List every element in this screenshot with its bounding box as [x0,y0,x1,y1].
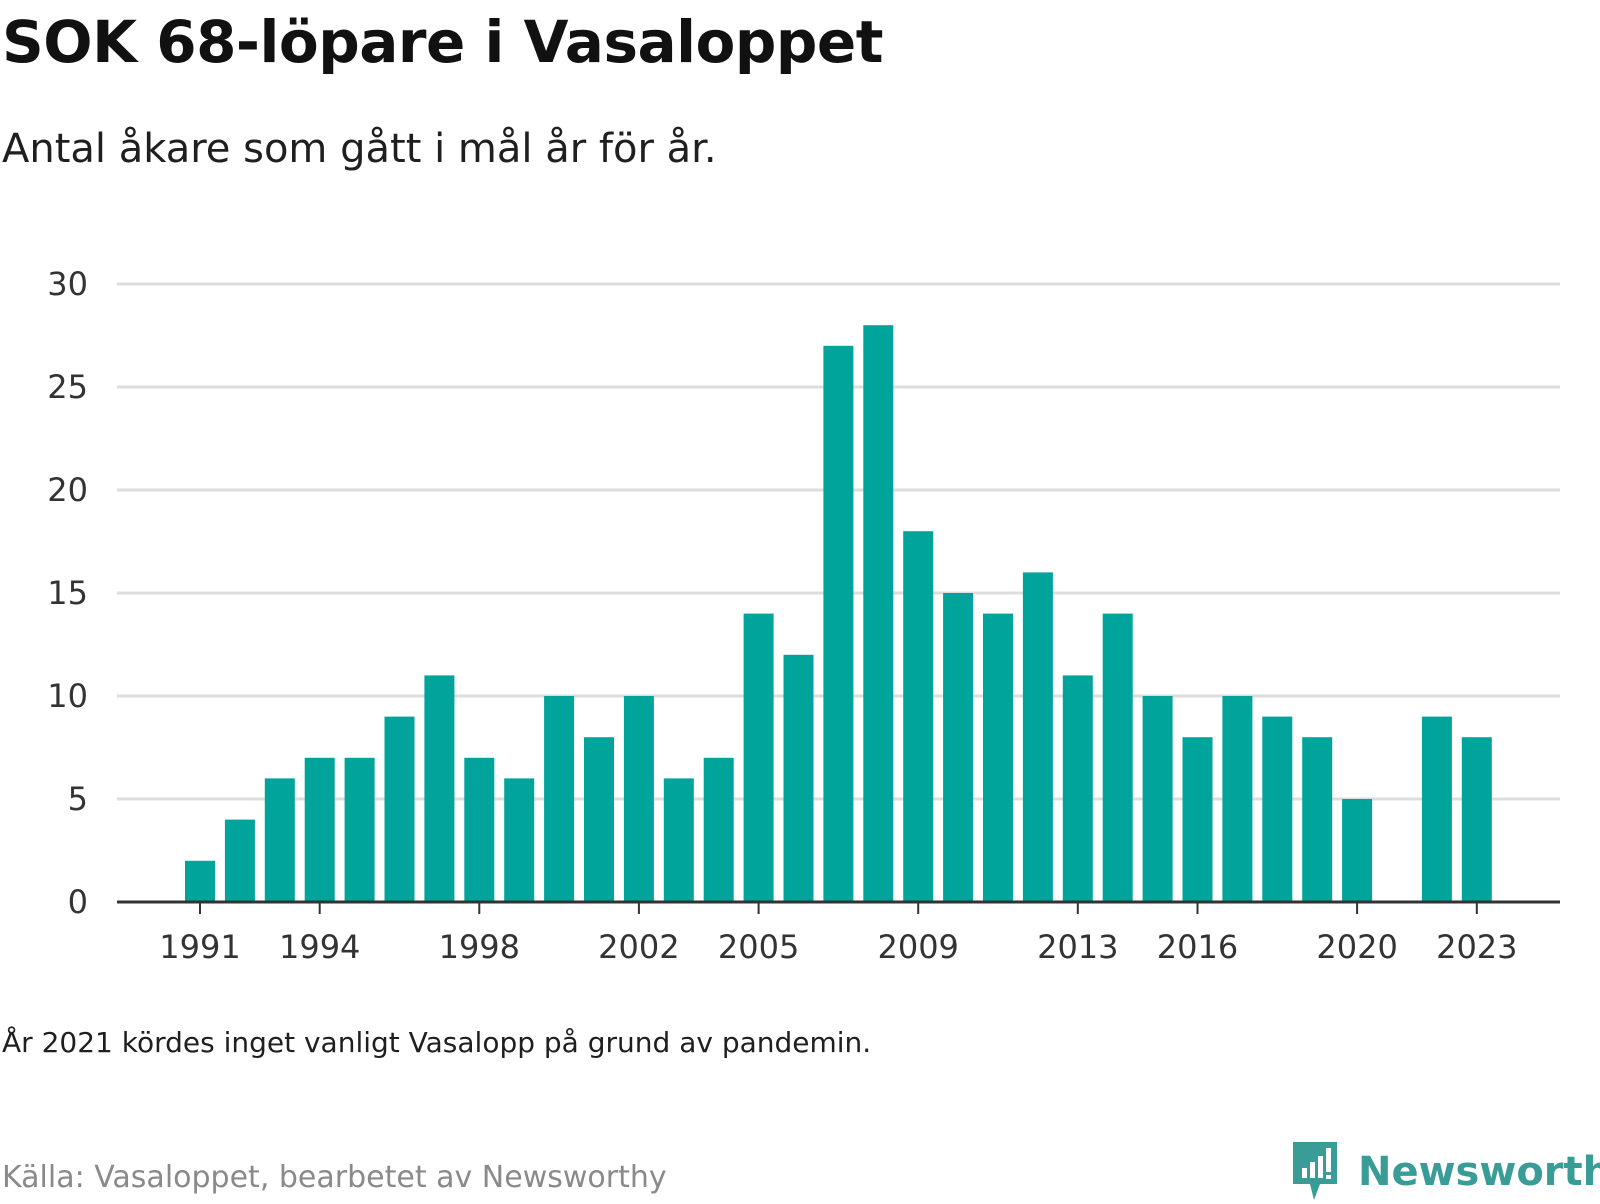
y-tick-label: 5 [68,780,88,818]
x-tick-label: 1994 [279,928,360,966]
x-tick-label: 1991 [159,928,240,966]
bar-1994 [304,757,335,902]
x-tick-label: 2005 [718,928,799,966]
chart-note: År 2021 kördes inget vanligt Vasalopp på… [2,1026,872,1059]
y-tick-label: 25 [47,368,88,406]
y-tick-label: 10 [47,677,88,715]
bar-1999 [504,778,535,902]
x-tick-label: 2020 [1316,928,1397,966]
bar-2014 [1102,613,1133,902]
bar-2001 [584,737,614,902]
bar-2020 [1342,799,1373,902]
bar-2005 [743,613,774,902]
bars [185,325,1492,902]
bar-2002 [623,696,654,902]
bar-2009 [903,531,934,902]
bar-2011 [983,613,1013,902]
newsworthy-logo-icon [1293,1142,1337,1200]
x-tick-label: 2013 [1037,928,1118,966]
chart-subtitle: Antal åkare som gått i mål år för år. [2,126,717,172]
bar-2004 [703,757,734,902]
x-tick-label: 2009 [877,928,958,966]
bar-1998 [464,757,495,902]
bar-1991 [185,860,215,902]
x-tick-label: 1998 [439,928,520,966]
bar-2013 [1062,675,1093,902]
bar-1995 [344,757,375,902]
bar-2015 [1142,696,1173,902]
bar-1993 [264,778,295,902]
bar-2012 [1022,572,1053,902]
bar-1996 [384,716,415,902]
chart-title: SOK 68-löpare i Vasaloppet [2,8,883,76]
bar-chart: 0 5 10 15 20 25 30 1991 1994 1998 2002 2005 2009 201… [47,265,1560,966]
y-tick-labels: 0 5 10 15 20 25 30 [47,265,88,921]
x-tick-label: 2016 [1157,928,1238,966]
newsworthy-logo-text: Newsworthy [1358,1149,1600,1195]
bar-2023 [1461,737,1492,902]
bar-2003 [663,778,694,902]
bar-1997 [424,675,455,902]
x-tick-label: 2023 [1436,928,1517,966]
bar-2006 [783,654,814,902]
bar-2007 [823,345,854,902]
bar-2016 [1182,737,1213,902]
y-tick-label: 20 [47,471,88,509]
bar-2019 [1302,737,1333,902]
y-tick-label: 15 [47,574,88,612]
y-tick-label: 0 [68,883,88,921]
newsworthy-logo: Newsworthy [1290,1140,1600,1204]
axes [117,900,1560,914]
bar-2010 [943,593,974,902]
bar-2018 [1262,716,1293,902]
bar-1992 [224,819,255,902]
source-text: Källa: Vasaloppet, bearbetet av Newswort… [2,1160,667,1195]
x-tick-labels: 1991 1994 1998 2002 2005 2009 2013 2016 2020 2023 [159,928,1517,966]
x-tick-label: 2002 [598,928,679,966]
bar-2000 [544,696,575,902]
y-tick-label: 30 [47,265,88,303]
bar-2017 [1222,696,1253,902]
bar-2022 [1421,716,1452,902]
bar-2008 [863,325,894,902]
